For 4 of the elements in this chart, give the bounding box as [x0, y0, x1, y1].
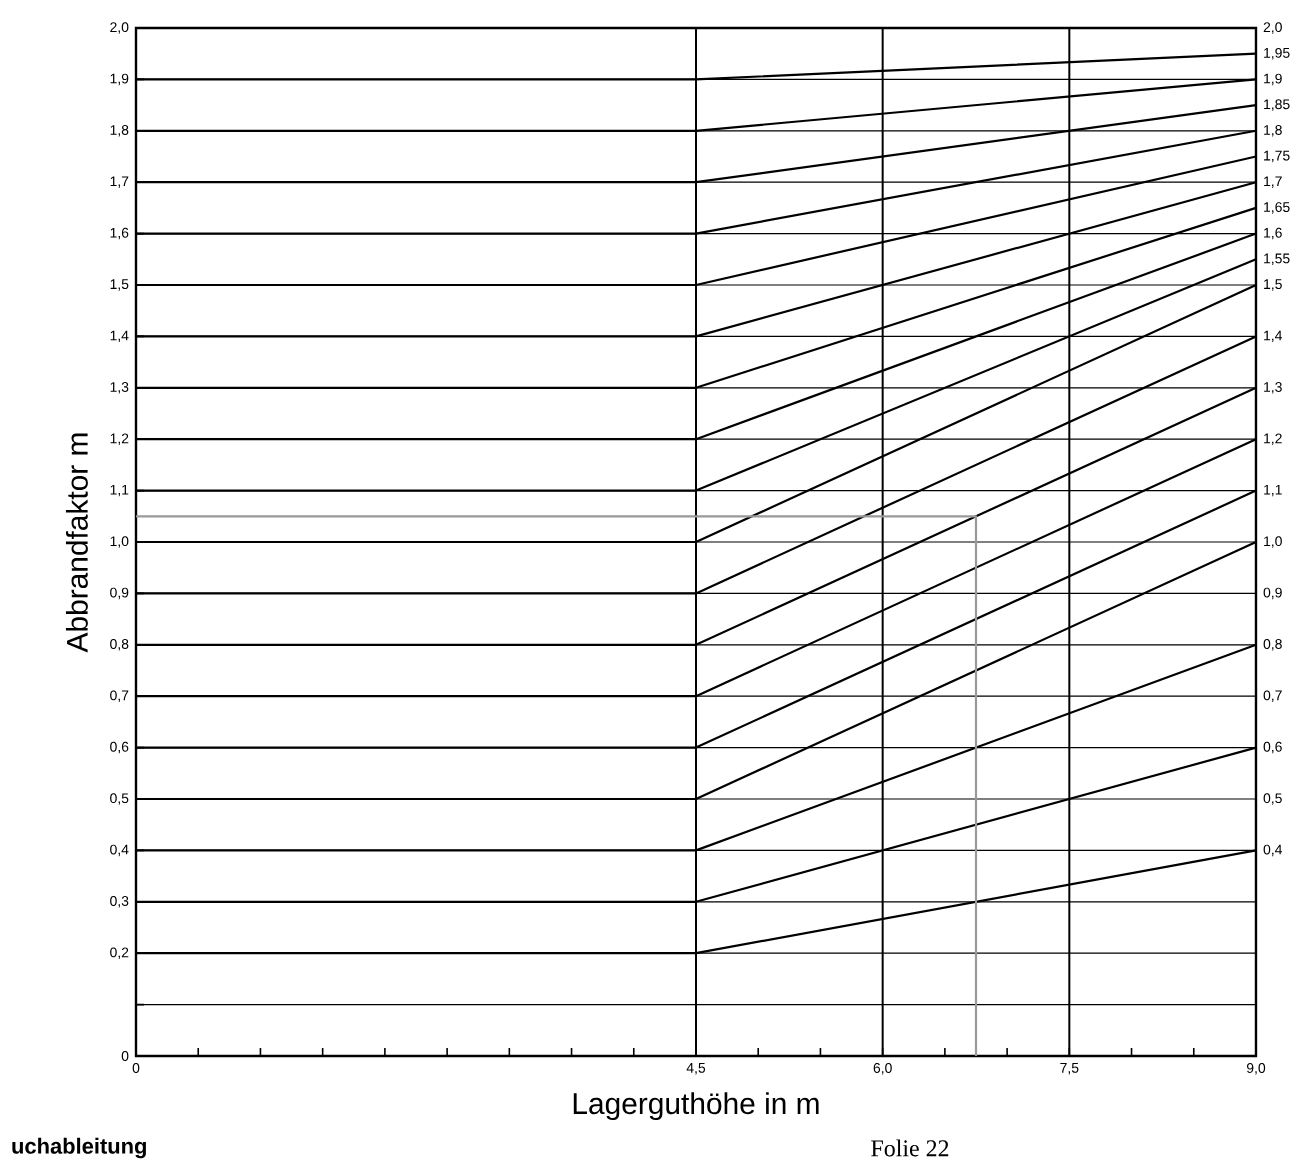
x-axis-title: Lagerguthöhe in m	[573, 1092, 819, 1121]
y-axis-title: Abbrandfaktor m	[65, 433, 88, 653]
text: uchableitung	[12, 1137, 146, 1159]
text: Folie 22	[871, 1139, 949, 1157]
